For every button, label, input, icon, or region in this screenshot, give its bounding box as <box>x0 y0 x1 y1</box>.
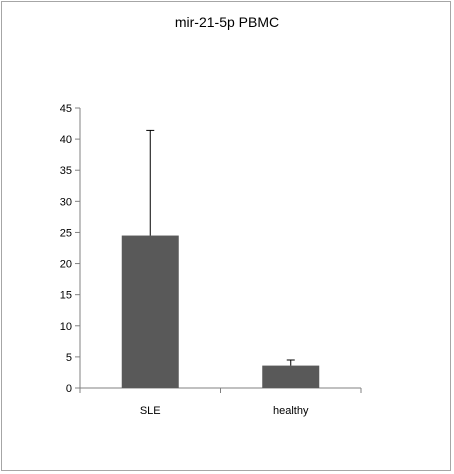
y-tick-label: 25 <box>60 227 72 239</box>
y-tick-label: 15 <box>60 290 72 302</box>
y-tick-label: 30 <box>60 196 72 208</box>
bars <box>121 235 320 388</box>
bar-healthy <box>262 365 320 388</box>
chart-title: mir-21-5p PBMC <box>175 14 279 30</box>
x-tick-label: SLE <box>140 405 161 417</box>
y-tick-label: 40 <box>60 134 72 146</box>
y-tick-label: 20 <box>60 259 72 271</box>
y-tick-label: 35 <box>60 165 72 177</box>
x-tick-label: healthy <box>273 405 309 417</box>
bar-SLE <box>121 235 179 388</box>
y-tick-label: 10 <box>60 321 72 333</box>
y-tick-label: 5 <box>66 352 72 364</box>
y-ticks: 0 5 10 15 20 25 30 35 40 45 <box>60 103 362 395</box>
x-labels: SLE healthy <box>140 405 309 417</box>
y-tick-label: 45 <box>60 103 72 115</box>
error-bars <box>146 129 295 366</box>
y-tick-label: 0 <box>66 383 72 395</box>
